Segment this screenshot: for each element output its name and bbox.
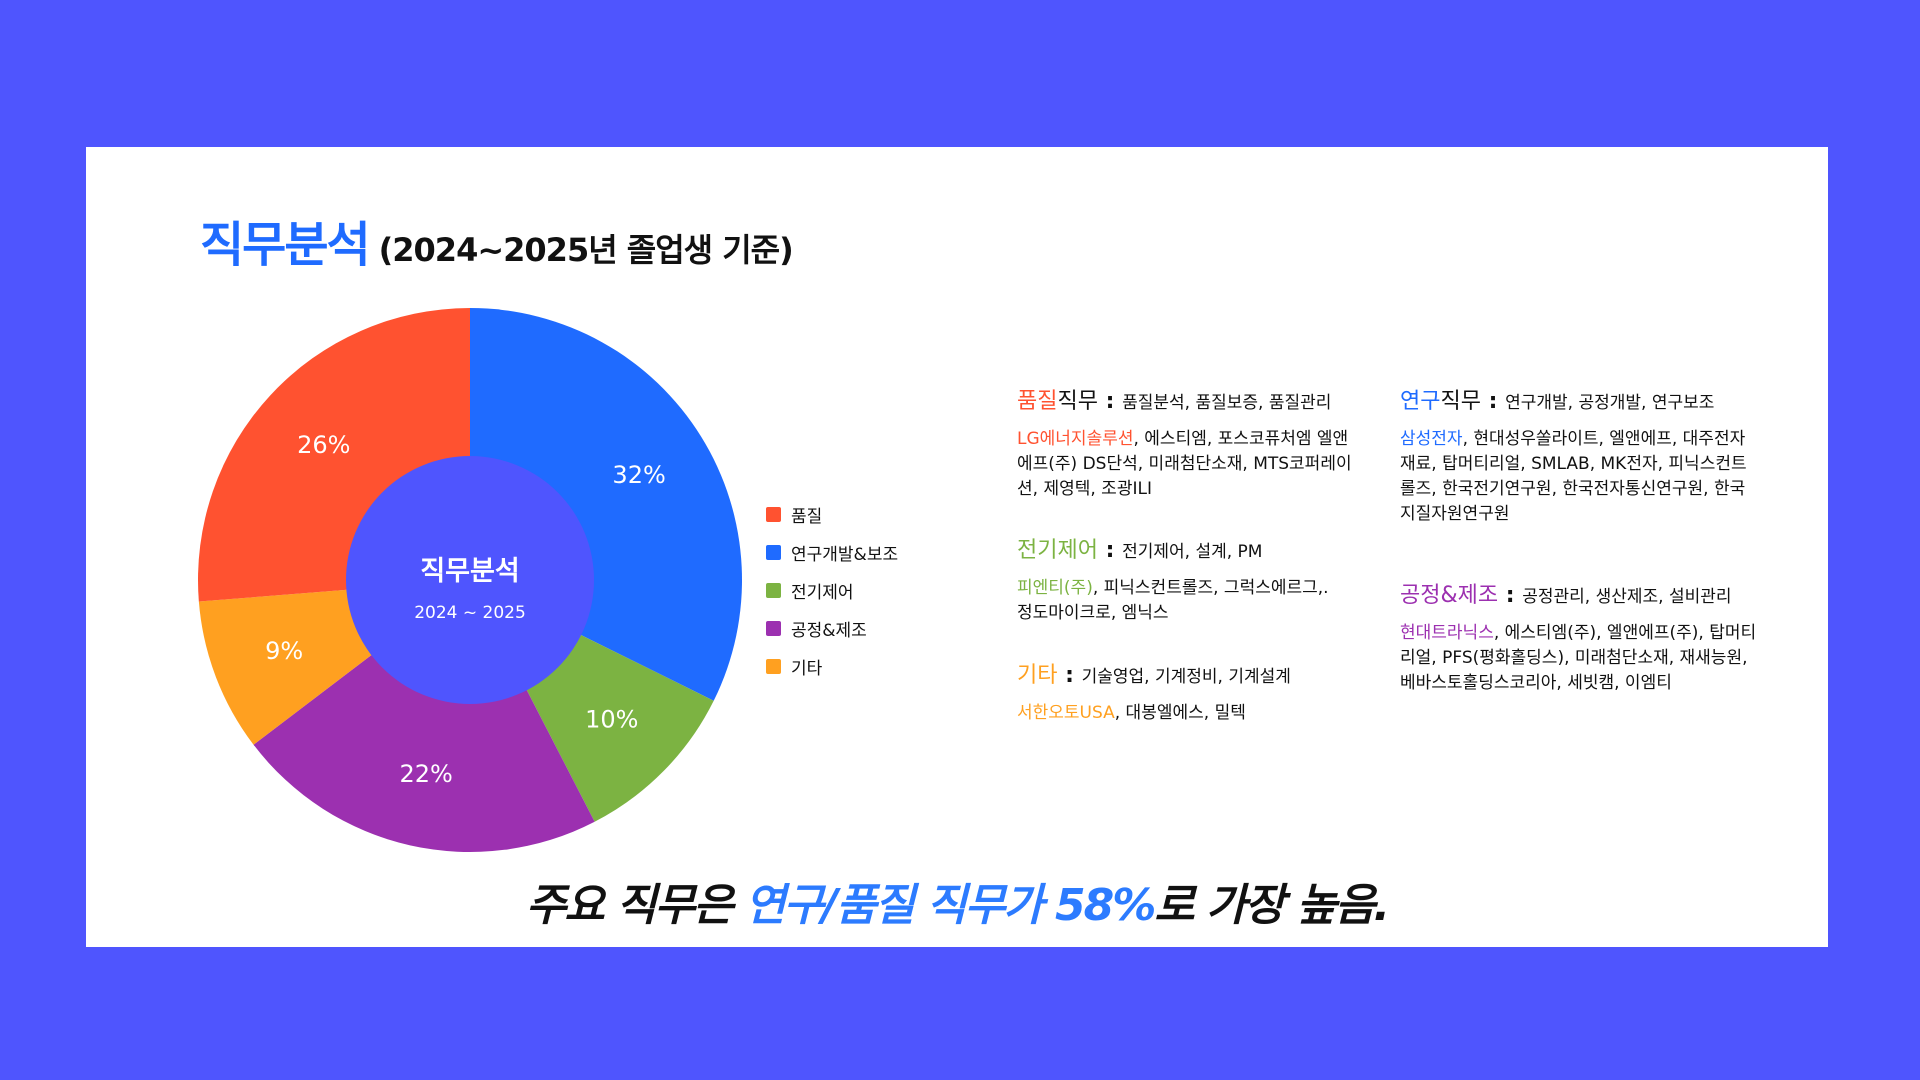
legend-label: 기타 xyxy=(791,658,823,679)
legend-swatch xyxy=(766,620,781,636)
footer-pre: 주요 직무은 xyxy=(525,880,745,931)
category-quality-company-list: , 에스티엠, 포스코퓨처엠 엘앤에프(주) DS단석, 미래첨단소재, MTS… xyxy=(1017,429,1352,499)
legend-item: 전기제어 xyxy=(766,571,898,609)
legend-label: 품질 xyxy=(791,506,823,527)
category-research-company-list: , 현대성우쏠라이트, 엘앤에프, 대주전자재료, 탑머티리얼, SMLAB, … xyxy=(1400,429,1747,524)
legend-swatch xyxy=(766,658,781,674)
category-other-company-list: , 대봉엘에스, 밀텍 xyxy=(1114,703,1246,723)
pie-chart: 32% 10% 22% 9% 26% 직무분석 2024 ~ 2025 xyxy=(198,308,743,852)
category-research-title-rest: 직무 xyxy=(1440,389,1481,414)
pie-slice xyxy=(253,580,595,852)
category-electric-company-list: , 피닉스컨트롤즈, 그럭스에르그,. 정도마이크로, 엠닉스 xyxy=(1017,578,1329,623)
pie-slice-label: 9% xyxy=(265,637,303,665)
category-research-duties: 연구개발, 공정개발, 연구보조 xyxy=(1505,393,1715,413)
category-quality-colon: : xyxy=(1097,389,1123,414)
category-electric-duties: 전기제어, 설계, PM xyxy=(1122,542,1263,562)
legend-label: 연구개발&보조 xyxy=(791,544,899,565)
category-electric-colon: : xyxy=(1097,538,1123,563)
category-research: 연구직무 : 연구개발, 공정개발, 연구보조 삼성전자, 현대성우쏠라이트, … xyxy=(1400,383,1750,527)
category-other-title: 기타 : 기술영업, 기계정비, 기계설계 xyxy=(1017,657,1347,689)
summary-footer: 주요 직무은 연구/품질 직무가 58%로 가장 높음. xyxy=(86,869,1828,933)
category-quality-duties: 품질분석, 품질보증, 품질관리 xyxy=(1122,393,1332,413)
legend-label: 전기제어 xyxy=(791,582,854,603)
legend-item: 연구개발&보조 xyxy=(766,533,898,571)
category-electric: 전기제어 : 전기제어, 설계, PM 피엔티(주), 피닉스컨트롤즈, 그럭스… xyxy=(1017,532,1347,626)
category-research-companies: 삼성전자, 현대성우쏠라이트, 엘앤에프, 대주전자재료, 탑머티리얼, SML… xyxy=(1400,427,1750,527)
category-electric-title: 전기제어 : 전기제어, 설계, PM xyxy=(1017,532,1347,564)
category-electric-companies: 피엔티(주), 피닉스컨트롤즈, 그럭스에르그,. 정도마이크로, 엠닉스 xyxy=(1017,576,1347,626)
category-other-companies: 서한오토USA, 대봉엘에스, 밀텍 xyxy=(1017,701,1347,726)
pie-slice-label: 32% xyxy=(612,461,665,489)
legend-item: 품질 xyxy=(766,495,898,533)
pie-center-title: 직무분석 xyxy=(420,556,519,587)
category-electric-lead-company: 피엔티(주) xyxy=(1017,578,1093,598)
category-other-highlight: 기타 xyxy=(1017,663,1058,688)
legend-swatch xyxy=(766,544,781,560)
category-other: 기타 : 기술영업, 기계정비, 기계설계 서한오토USA, 대봉엘에스, 밀텍 xyxy=(1017,657,1347,726)
category-process-company-list: , 에스티엠(주), 엘앤에프(주), 탑머티리얼, PFS(평화홀딩스), 미… xyxy=(1400,623,1757,693)
pie-center-hole xyxy=(346,456,594,704)
pie-slice-label: 10% xyxy=(585,706,638,734)
category-quality-title: 품질직무 : 품질분석, 품질보증, 품질관리 xyxy=(1017,383,1357,415)
category-process-colon: : xyxy=(1498,583,1523,608)
category-electric-highlight: 전기제어 xyxy=(1017,538,1098,563)
legend-swatch xyxy=(766,506,781,522)
category-research-colon: : xyxy=(1480,389,1506,414)
pie-slice-label: 22% xyxy=(399,760,452,788)
category-process-companies: 현대트라닉스, 에스티엠(주), 엘앤에프(주), 탑머티리얼, PFS(평화홀… xyxy=(1400,621,1760,696)
title-main: 직무분석 xyxy=(200,217,371,273)
legend-label: 공정&제조 xyxy=(791,620,867,641)
page-title: 직무분석 (2024~2025년 졸업생 기준) xyxy=(200,205,794,275)
title-sub: (2024~2025년 졸업생 기준) xyxy=(378,231,794,269)
category-research-title: 연구직무 : 연구개발, 공정개발, 연구보조 xyxy=(1400,383,1750,415)
category-research-highlight: 연구 xyxy=(1400,389,1441,414)
legend-item: 기타 xyxy=(766,647,898,685)
category-quality-highlight: 품질 xyxy=(1017,389,1058,414)
pie-slice-label: 26% xyxy=(297,431,350,459)
category-process-highlight: 공정&제조 xyxy=(1400,583,1499,608)
category-quality-companies: LG에너지솔루션, 에스티엠, 포스코퓨처엠 엘앤에프(주) DS단석, 미래첨… xyxy=(1017,427,1357,502)
category-other-duties: 기술영업, 기계정비, 기계설계 xyxy=(1081,667,1291,687)
footer-post: 로 가장 높음. xyxy=(1154,880,1390,931)
category-other-colon: : xyxy=(1057,663,1082,688)
category-research-lead-company: 삼성전자 xyxy=(1400,429,1463,449)
category-other-lead-company: 서한오토USA xyxy=(1017,703,1115,723)
legend-item: 공정&제조 xyxy=(766,609,898,647)
category-process: 공정&제조 : 공정관리, 생산제조, 설비관리 현대트라닉스, 에스티엠(주)… xyxy=(1400,577,1760,696)
main-card: 직무분석 (2024~2025년 졸업생 기준) 32% 10% 22% 9% 26% 직… xyxy=(86,147,1828,947)
legend-swatch xyxy=(766,582,781,598)
category-process-lead-company: 현대트라닉스 xyxy=(1400,623,1494,643)
category-process-title: 공정&제조 : 공정관리, 생산제조, 설비관리 xyxy=(1400,577,1760,609)
category-process-duties: 공정관리, 생산제조, 설비관리 xyxy=(1522,587,1732,607)
footer-accent: 연구/품질 직무가 58% xyxy=(744,880,1156,931)
category-quality: 품질직무 : 품질분석, 품질보증, 품질관리 LG에너지솔루션, 에스티엠, … xyxy=(1017,383,1357,502)
category-quality-title-rest: 직무 xyxy=(1057,389,1098,414)
category-quality-lead-company: LG에너지솔루션 xyxy=(1017,429,1134,449)
pie-center-subtitle: 2024 ~ 2025 xyxy=(414,603,526,623)
